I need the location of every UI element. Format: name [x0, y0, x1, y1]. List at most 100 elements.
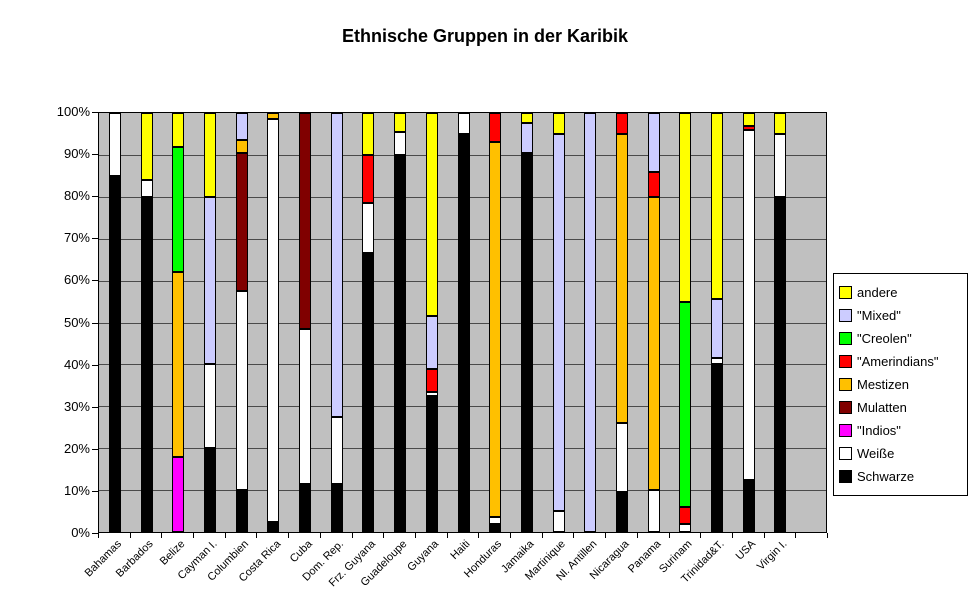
x-axis-tick — [510, 533, 511, 538]
bar-segment-andere — [711, 113, 724, 300]
y-axis-label: 90% — [63, 146, 90, 162]
bar-segment-amerindians — [742, 125, 755, 130]
x-axis-tick — [98, 533, 99, 538]
bar-segment-schwarze — [742, 479, 755, 532]
x-axis-label: USA — [733, 538, 759, 563]
y-axis-label: 20% — [63, 440, 90, 456]
bar-segment-schwarze — [489, 523, 502, 532]
bar-segment-mulatten — [235, 152, 248, 292]
bar-segment-mestizen — [267, 113, 280, 120]
bar-segment-schwarze — [362, 253, 375, 532]
x-axis-tick — [383, 533, 384, 538]
bar-segment-andere — [520, 113, 533, 124]
x-axis-tick — [352, 533, 353, 538]
x-axis-tick — [225, 533, 226, 538]
bar-segment-schwarze — [267, 521, 280, 532]
legend-item-mixed: "Mixed" — [839, 304, 962, 327]
bar-segment-weisse — [489, 517, 502, 524]
bar-segment-weisse — [552, 511, 565, 532]
bar-segment-mestizen — [489, 142, 502, 518]
y-axis-tick — [92, 364, 98, 366]
bar-segment-schwarze — [330, 483, 343, 532]
bar-segment-weisse — [108, 113, 121, 176]
legend-label: "Amerindians" — [857, 354, 939, 369]
bar-segment-amerindians — [362, 154, 375, 204]
y-axis-label: 0% — [71, 525, 90, 540]
bar-segment-weisse — [742, 129, 755, 480]
legend-label: Mestizen — [857, 377, 910, 392]
x-axis-label: Guyana — [405, 538, 442, 574]
x-axis-label: Belize — [158, 538, 188, 568]
legend-item-schwarze: Schwarze — [839, 465, 962, 488]
y-axis-label: 80% — [63, 188, 90, 204]
bar-segment-schwarze — [235, 490, 248, 532]
legend-item-creolen: "Creolen" — [839, 327, 962, 350]
plot-area — [98, 112, 827, 533]
bar-segment-weisse — [394, 131, 407, 155]
bar-segment-weisse — [679, 523, 692, 532]
bar-segment-mixed — [425, 316, 438, 369]
bar-segment-schwarze — [108, 175, 121, 532]
bar-segment-weisse — [457, 113, 470, 134]
bar-segment-andere — [394, 113, 407, 132]
y-axis-tick — [92, 196, 98, 198]
bar-segment-amerindians — [615, 113, 628, 134]
legend-swatch-amerindians — [839, 355, 852, 368]
bar-segment-weisse — [615, 423, 628, 493]
legend-item-indios: "Indios" — [839, 419, 962, 442]
bar-segment-mixed — [203, 196, 216, 365]
legend: andere "Mixed" "Creolen" "Amerindians" Mesti… — [833, 273, 968, 496]
legend-swatch-schwarze — [839, 470, 852, 483]
bar-segment-schwarze — [140, 196, 153, 532]
legend-item-amerindians: "Amerindians" — [839, 350, 962, 373]
x-axis-tick — [320, 533, 321, 538]
legend-swatch-andere — [839, 286, 852, 299]
legend-swatch-weisse — [839, 447, 852, 460]
bar-segment-amerindians — [679, 506, 692, 524]
y-axis-tick — [92, 490, 98, 492]
y-axis-tick — [92, 280, 98, 282]
bar-segment-mixed — [552, 133, 565, 512]
x-axis-label: Panama — [625, 538, 664, 576]
bar-segment-mixed — [647, 113, 660, 172]
bar-segment-schwarze — [394, 154, 407, 532]
x-axis-label: Virgin I. — [755, 538, 790, 573]
legend-swatch-indios — [839, 424, 852, 437]
bar-segment-schwarze — [615, 492, 628, 532]
bar-segment-mixed — [711, 299, 724, 359]
bar-segment-weisse — [647, 490, 660, 532]
y-axis-tick — [92, 238, 98, 240]
bar-segment-weisse — [203, 364, 216, 449]
bar-segment-andere — [425, 113, 438, 317]
y-axis-label: 40% — [63, 356, 90, 372]
bar-segment-creolen — [679, 301, 692, 507]
legend-item-mestizen: Mestizen — [839, 373, 962, 396]
y-axis-label: 10% — [63, 482, 90, 498]
legend-item-mulatten: Mulatten — [839, 396, 962, 419]
y-axis-label: 30% — [63, 398, 90, 414]
x-axis-label: Haiti — [448, 538, 473, 563]
x-axis-tick — [732, 533, 733, 538]
bar-segment-mestizen — [615, 133, 628, 424]
bar-segment-mixed — [235, 113, 248, 141]
bar-segment-andere — [362, 113, 375, 155]
legend-item-weisse: Weiße — [839, 442, 962, 465]
bar-segment-mixed — [520, 123, 533, 153]
y-axis-tick — [92, 154, 98, 156]
x-axis-tick — [700, 533, 701, 538]
bar-segment-schwarze — [520, 152, 533, 532]
y-axis-tick — [92, 406, 98, 408]
x-axis-tick — [161, 533, 162, 538]
x-axis-tick — [478, 533, 479, 538]
bar-segment-andere — [140, 113, 153, 181]
chart-title: Ethnische Gruppen in der Karibik — [341, 26, 629, 46]
legend-swatch-mixed — [839, 309, 852, 322]
bar-segment-mulatten — [299, 113, 312, 329]
bar-segment-andere — [679, 113, 692, 302]
y-axis-tick — [92, 322, 98, 324]
x-axis-tick — [288, 533, 289, 538]
bar-segment-weisse — [267, 119, 280, 522]
y-axis-label: 100% — [56, 104, 90, 119]
bar-segment-andere — [742, 113, 755, 126]
